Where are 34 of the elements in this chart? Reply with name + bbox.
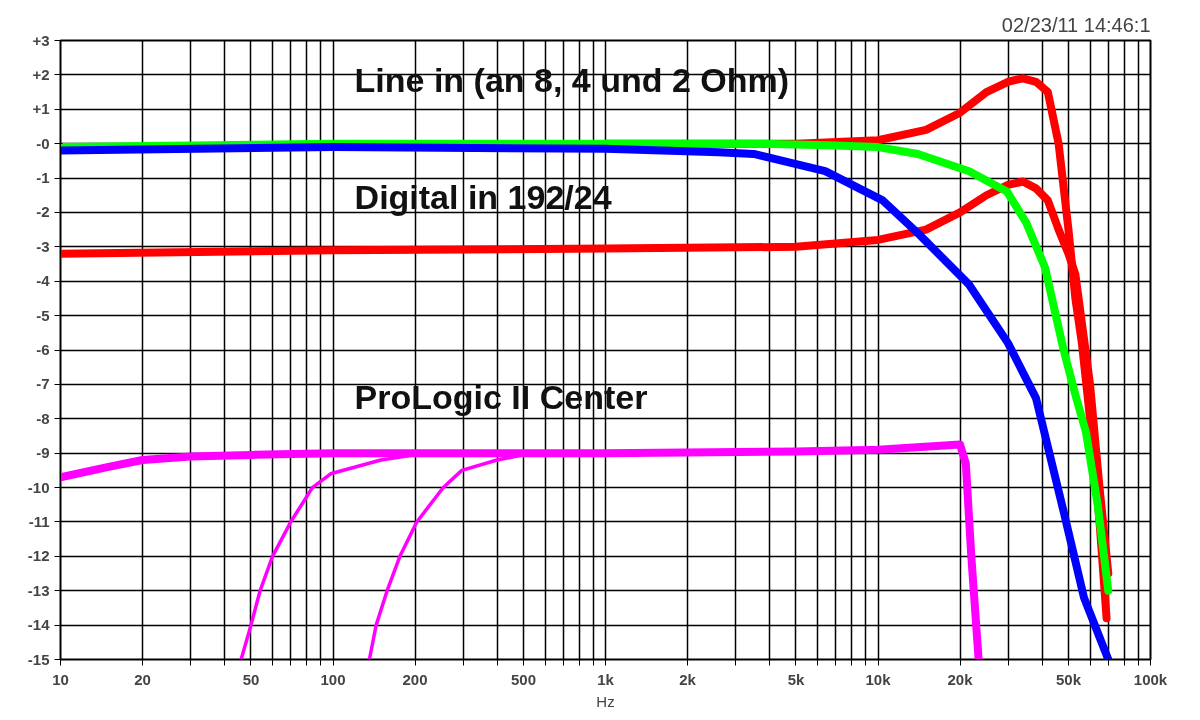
y-tick-label: -3 (36, 237, 50, 255)
y-tick-label: -14 (27, 616, 51, 634)
y-tick-label: -2 (36, 203, 50, 221)
x-tick-label: 200 (402, 670, 428, 688)
x-tick-label: 10 (52, 670, 69, 688)
x-tick-label: 50 (242, 670, 260, 688)
y-tick-label: -13 (27, 581, 50, 599)
y-tick-label: -8 (36, 409, 50, 427)
y-tick-label: -11 (28, 512, 50, 530)
x-axis-title: Hz (596, 692, 615, 710)
x-tick-label: 5k (787, 670, 805, 688)
x-tick-label: 100 (320, 670, 346, 688)
y-tick-label: -15 (27, 650, 50, 668)
x-tick-label: 20k (947, 670, 974, 688)
y-tick-label: +3 (32, 31, 50, 49)
x-tick-label: 100k (1133, 670, 1168, 688)
y-tick-label: +1 (32, 100, 50, 118)
y-tick-label: +2 (32, 65, 50, 83)
x-tick-label: 2k (679, 670, 697, 688)
x-tick-label: 20 (134, 670, 151, 688)
y-tick-label: -9 (36, 444, 50, 462)
y-tick-label: -1 (36, 169, 50, 187)
x-tick-label: 1k (597, 670, 615, 688)
y-tick-label: -6 (36, 341, 50, 358)
y-tick-label: -0 (36, 134, 50, 152)
text: 02/23/11 14:46:1 (1001, 13, 1151, 36)
y-tick-label: -4 (36, 272, 51, 290)
y-tick-label: -7 (36, 375, 50, 393)
x-tick-label: 500 (510, 670, 536, 688)
x-tick-label: 50k (1055, 670, 1082, 688)
x-tick-label: 10k (865, 670, 892, 688)
y-tick-label: -12 (27, 547, 50, 565)
y-tick-label: -5 (36, 306, 50, 324)
y-tick-label: -10 (27, 478, 50, 496)
